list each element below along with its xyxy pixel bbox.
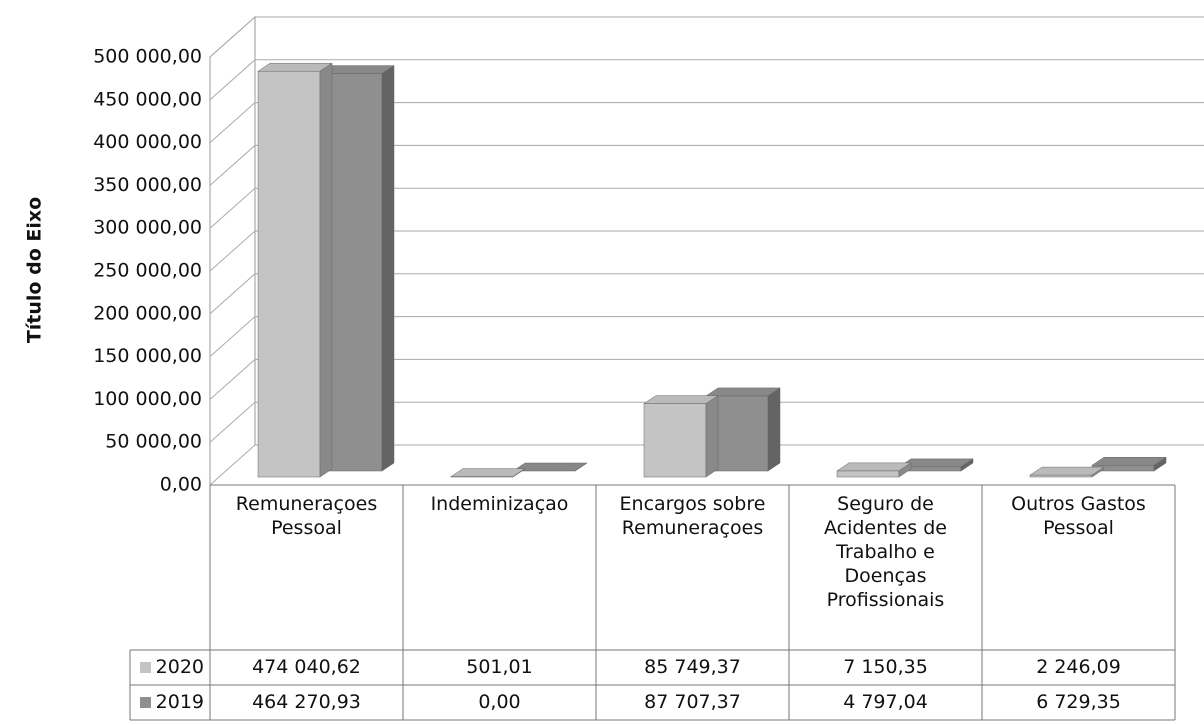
bar-front [1029, 474, 1093, 478]
y-tick-label: 500 000,00 [93, 46, 202, 68]
legend-swatch [139, 662, 151, 673]
grid-line [209, 444, 1204, 486]
y-axis-title: Título do Eixo [24, 197, 46, 343]
grid-line [209, 59, 1204, 101]
y-tick-label: 0,00 [160, 474, 202, 496]
table-value: 0,00 [478, 691, 521, 713]
y-tick-label: 450 000,00 [93, 88, 202, 110]
table-value: 501,01 [466, 656, 533, 678]
grid-line [209, 230, 1204, 272]
x-tick-label: Remuneraçoes Pessoal [235, 493, 378, 539]
bar-top [1091, 456, 1167, 466]
x-tick-label: Seguro de Acidentes de Trabalho e Doença… [823, 493, 947, 611]
table-value: 4 797,04 [843, 691, 928, 713]
bar-top [450, 468, 526, 477]
grid-line [209, 102, 1204, 143]
table-value: 85 749,37 [644, 656, 741, 678]
legend-entry: 2019 [132, 685, 208, 720]
grid-line [209, 358, 1204, 400]
legend-entry: 2020 [132, 650, 208, 685]
x-tick-label: Encargos sobre Remuneraçoes [619, 493, 766, 539]
legend-label: 2020 [155, 656, 204, 678]
legend-swatch [139, 697, 151, 708]
bar-side [574, 462, 588, 472]
y-tick-label: 100 000,00 [93, 388, 202, 410]
bar-side [898, 462, 912, 478]
y-tick-label: 300 000,00 [93, 217, 202, 239]
y-tick-label: 400 000,00 [93, 131, 202, 153]
bar-front [257, 70, 321, 478]
bar-side [960, 458, 974, 472]
grid-line [209, 401, 1204, 443]
y-tick-label: 150 000,00 [93, 345, 202, 367]
bar-side [767, 387, 781, 472]
grid-line [209, 144, 1204, 186]
table-value: 2 246,09 [1036, 656, 1121, 678]
bar-front [836, 470, 900, 478]
bar-top [257, 62, 333, 72]
grid-line [209, 316, 1204, 357]
bar-side [1091, 466, 1105, 478]
y-tick-label: 350 000,00 [93, 174, 202, 196]
bar-side [705, 395, 719, 478]
x-tick-label: Outros Gastos Pessoal [1011, 493, 1146, 539]
y-tick-label: 50 000,00 [105, 431, 202, 453]
bar-side [319, 62, 333, 478]
grid-line [209, 16, 1204, 58]
table-value: 6 729,35 [1036, 691, 1121, 713]
bar-front [643, 403, 707, 478]
bar-side [1153, 456, 1167, 472]
bar-top [643, 395, 719, 404]
bar-top [836, 462, 912, 472]
x-tick-label: Indeminizaçao [430, 493, 569, 515]
legend-label: 2019 [155, 691, 204, 713]
bar-side [512, 468, 526, 478]
grid-line [209, 187, 1204, 229]
bar-side [381, 65, 395, 472]
table-value: 7 150,35 [843, 656, 928, 678]
y-tick-label: 250 000,00 [93, 260, 202, 282]
grid-line [209, 273, 1204, 315]
table-value: 464 270,93 [252, 691, 361, 713]
table-value: 87 707,37 [644, 691, 741, 713]
y-tick-label: 200 000,00 [93, 302, 202, 324]
bar-top [1029, 466, 1105, 476]
table-value: 474 040,62 [252, 656, 361, 678]
bar-top [705, 387, 781, 397]
